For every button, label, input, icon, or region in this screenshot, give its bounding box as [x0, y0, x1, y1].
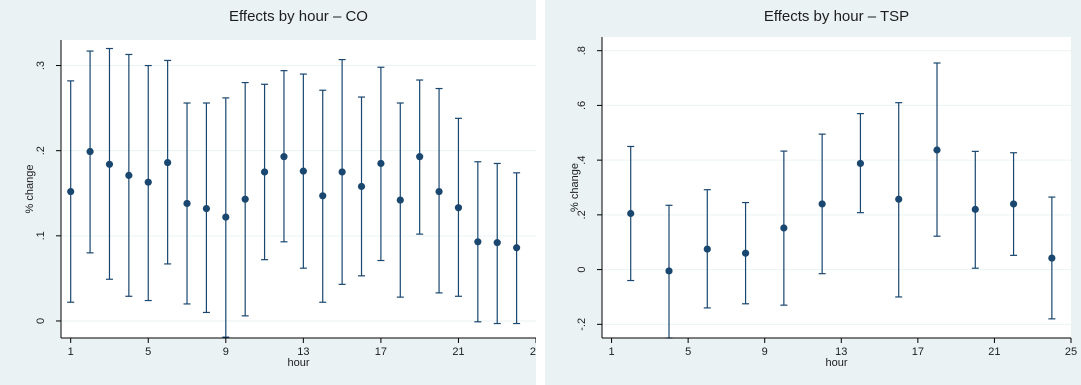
gridlines — [61, 65, 536, 322]
y-tick-label: .1 — [35, 231, 47, 240]
data-point — [86, 147, 94, 156]
x-tick-label: 21 — [452, 346, 464, 358]
chart-title: Effects by hour – TSP — [764, 8, 909, 25]
data-point — [67, 187, 75, 196]
data-point — [377, 159, 385, 168]
x-tick-label: 1 — [609, 346, 615, 358]
y-axis-label: % change — [24, 165, 36, 214]
data-point — [1048, 254, 1056, 262]
x-tick-label: 21 — [988, 346, 1000, 358]
data-point — [933, 146, 941, 154]
data-point — [971, 205, 979, 213]
y-tick-label: 0 — [576, 267, 588, 273]
co-effects-panel: 159131721250.1.2.3 Effects by hour – CO … — [0, 0, 536, 385]
data-point — [202, 204, 211, 213]
y-tick-label: .8 — [576, 46, 588, 55]
x-tick-label: 13 — [297, 346, 309, 358]
x-axis-label: hour — [287, 357, 309, 369]
data-point — [474, 238, 482, 246]
data-point — [416, 153, 424, 161]
data-point — [222, 213, 230, 221]
tsp-effects-panel: 1 5 9 13 17 21 25 -.2 0 .2 .4 .6 .8 Effects by hour … — [545, 0, 1081, 385]
tick-labels: 1 5 9 13 17 21 25 -.2 0 .2 .4 .6 .8 — [576, 46, 1077, 358]
tick-labels: 1 5 9 13 17 21 25 0 .1 .2 .3 — [35, 61, 536, 358]
x-tick-label: 1 — [68, 346, 74, 358]
x-tick-label: 17 — [912, 346, 924, 358]
data-point — [357, 182, 366, 191]
plot-area — [61, 40, 536, 338]
data-point — [105, 160, 114, 168]
x-tick-label: 9 — [223, 346, 229, 358]
y-tick-label: .4 — [576, 156, 588, 165]
y-tick-label: .2 — [576, 210, 588, 219]
y-tick-label: .2 — [35, 146, 47, 155]
data-point — [125, 171, 133, 179]
y-axis-label: % change — [569, 163, 581, 212]
y-tick-label: .3 — [35, 61, 47, 70]
data-point — [513, 244, 521, 252]
data-point — [183, 199, 191, 208]
tsp-effects-chart: 1 5 9 13 17 21 25 -.2 0 .2 .4 .6 .8 Effects by hour … — [569, 8, 1077, 369]
data-point — [396, 196, 404, 204]
data-point — [493, 239, 501, 247]
data-point — [1009, 200, 1018, 208]
x-axis-label: hour — [825, 357, 847, 369]
point-estimates — [67, 147, 521, 252]
data-point — [280, 153, 288, 161]
data-point — [319, 192, 327, 200]
x-tick-label: 5 — [145, 346, 151, 358]
data-point — [780, 224, 788, 232]
x-tick-label: 13 — [835, 346, 847, 358]
data-point — [703, 245, 711, 253]
axes — [60, 40, 536, 339]
data-point — [299, 167, 307, 175]
plot-area — [602, 37, 1071, 338]
data-point — [627, 209, 635, 218]
chart-title: Effects by hour – CO — [229, 8, 368, 25]
gridlines — [602, 50, 1071, 325]
data-point — [665, 267, 673, 275]
x-tick-label: 25 — [530, 346, 536, 358]
x-tick-label: 17 — [375, 346, 387, 358]
data-point — [454, 204, 463, 212]
co-effects-chart: 159131721250.1.2.3 Effects by hour – CO … — [24, 8, 536, 369]
x-tick-label: 25 — [1065, 346, 1077, 358]
axes — [601, 37, 1071, 339]
data-point — [435, 187, 443, 196]
x-tick-label: 5 — [685, 346, 691, 358]
y-tick-label: .6 — [576, 101, 588, 110]
data-point — [144, 178, 152, 186]
data-point — [856, 159, 865, 168]
data-point — [895, 195, 903, 203]
y-tick-label: -.2 — [576, 318, 588, 331]
data-point — [241, 195, 249, 203]
x-tick-label: 9 — [762, 346, 768, 358]
point-estimates — [627, 146, 1056, 275]
y-tick-label: 0 — [35, 318, 47, 324]
data-point — [741, 249, 750, 257]
data-point — [164, 159, 172, 167]
data-point — [260, 168, 269, 176]
data-point — [338, 168, 346, 176]
data-point — [818, 200, 826, 208]
